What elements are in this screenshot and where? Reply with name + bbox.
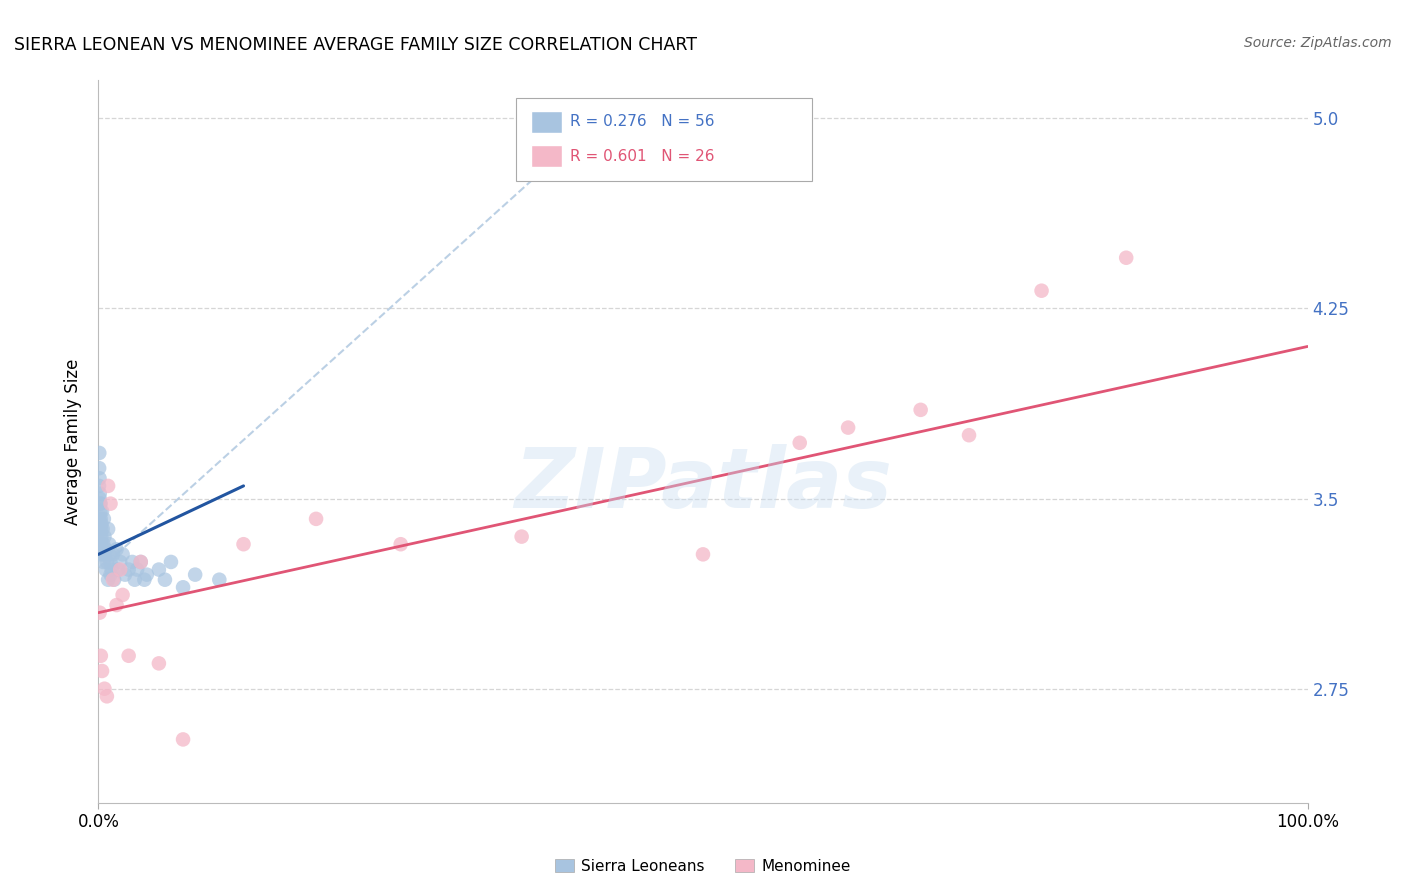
Point <box>1115 251 1137 265</box>
Point <box>89 486 111 500</box>
Point <box>1031 284 1053 298</box>
Point <box>101 573 124 587</box>
Point <box>89 491 111 506</box>
Point <box>90 530 112 544</box>
Point <box>96 555 118 569</box>
Point <box>107 563 129 577</box>
Point <box>232 537 254 551</box>
FancyBboxPatch shape <box>516 98 811 181</box>
Point <box>100 497 122 511</box>
Point <box>89 446 111 460</box>
Point <box>90 547 112 561</box>
Point <box>184 567 207 582</box>
Point <box>89 530 111 544</box>
Point <box>91 542 114 557</box>
Point <box>172 732 194 747</box>
Point <box>103 573 125 587</box>
Point <box>97 573 120 587</box>
Point <box>100 555 122 569</box>
Legend: Sierra Leoneans, Menominee: Sierra Leoneans, Menominee <box>550 853 856 880</box>
Point <box>172 580 194 594</box>
Point <box>90 537 112 551</box>
Point <box>89 461 111 475</box>
Point <box>89 606 111 620</box>
Point <box>208 573 231 587</box>
Point <box>93 681 115 696</box>
Point <box>118 648 141 663</box>
Point <box>124 573 146 587</box>
Point <box>127 563 149 577</box>
Point <box>129 555 152 569</box>
Point <box>957 428 980 442</box>
Point <box>134 573 156 587</box>
Point <box>100 567 122 582</box>
Text: SIERRA LEONEAN VS MENOMINEE AVERAGE FAMILY SIZE CORRELATION CHART: SIERRA LEONEAN VS MENOMINEE AVERAGE FAMI… <box>14 36 697 54</box>
Point <box>97 522 120 536</box>
Text: Source: ZipAtlas.com: Source: ZipAtlas.com <box>1244 36 1392 50</box>
Point <box>87 479 110 493</box>
Point <box>93 547 115 561</box>
Point <box>98 547 121 561</box>
Point <box>98 537 121 551</box>
Point <box>121 555 143 569</box>
Point <box>108 563 131 577</box>
Point <box>89 471 111 485</box>
Point <box>90 522 112 536</box>
Point <box>90 516 112 531</box>
Point <box>692 547 714 561</box>
Point <box>105 542 128 557</box>
Point <box>148 563 170 577</box>
Point <box>111 547 134 561</box>
Point <box>153 573 176 587</box>
FancyBboxPatch shape <box>531 145 561 167</box>
Point <box>160 555 183 569</box>
Point <box>105 598 128 612</box>
Point <box>89 522 111 536</box>
Point <box>91 504 114 518</box>
Point <box>89 497 111 511</box>
Point <box>90 648 112 663</box>
Point <box>305 512 328 526</box>
Point <box>148 657 170 671</box>
Point <box>93 512 115 526</box>
Point <box>837 420 859 434</box>
Text: R = 0.601   N = 26: R = 0.601 N = 26 <box>569 149 714 163</box>
Point <box>118 563 141 577</box>
Point <box>91 664 114 678</box>
Point <box>111 588 134 602</box>
Text: ZIPatlas: ZIPatlas <box>515 444 891 525</box>
FancyBboxPatch shape <box>531 112 561 133</box>
Point <box>91 537 114 551</box>
Point <box>90 512 112 526</box>
Point <box>91 522 114 536</box>
Point <box>389 537 412 551</box>
Point <box>135 567 157 582</box>
Point <box>789 435 811 450</box>
Point <box>89 504 111 518</box>
Point <box>90 497 112 511</box>
Point <box>93 530 115 544</box>
Point <box>94 542 117 557</box>
Point <box>100 563 122 577</box>
Point <box>89 512 111 526</box>
Point <box>510 530 533 544</box>
Point <box>129 555 152 569</box>
Y-axis label: Average Family Size: Average Family Size <box>65 359 83 524</box>
Text: R = 0.276   N = 56: R = 0.276 N = 56 <box>569 114 714 129</box>
Point <box>910 402 932 417</box>
Point <box>108 555 131 569</box>
Point <box>101 547 124 561</box>
Point <box>97 479 120 493</box>
Point <box>114 567 136 582</box>
Point <box>96 690 118 704</box>
Point <box>94 563 117 577</box>
Point <box>91 555 114 569</box>
